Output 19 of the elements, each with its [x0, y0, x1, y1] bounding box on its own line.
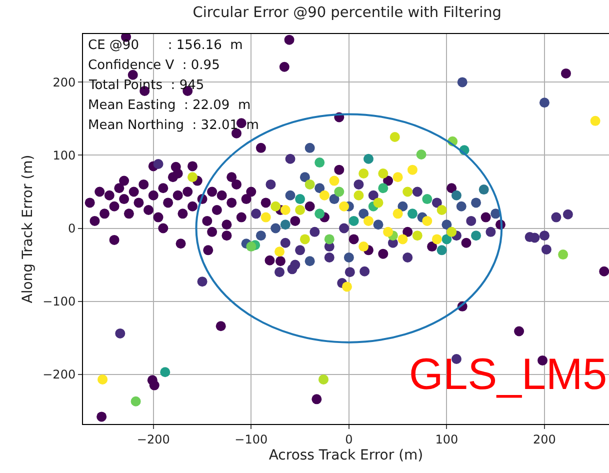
x-tick-label: −100	[234, 432, 268, 446]
y-tick-label: −200	[42, 368, 76, 382]
y-tick-label: 0	[68, 221, 76, 236]
annotation: Total Points : 945	[88, 78, 204, 93]
x-tick-label: 200	[533, 432, 556, 446]
x-tick-label: −200	[136, 432, 170, 446]
annotation: Mean Northing : 32.01 m	[88, 118, 259, 133]
annotation: Mean Easting : 22.09 m	[88, 98, 251, 113]
x-axis-title: Across Track Error (m)	[268, 448, 424, 464]
x-tick-label: 0	[345, 432, 353, 446]
y-tick-label: 200	[52, 75, 76, 90]
y-tick-label: 100	[52, 148, 76, 162]
annotation: CE @90 : 156.16 m	[88, 38, 243, 53]
y-axis-title: Along Track Error (m)	[20, 154, 36, 304]
x-tick-label: 100	[435, 432, 458, 446]
chart-title: Circular Error @90 percentile with Filtering	[192, 5, 502, 22]
y-tick-label: −100	[42, 294, 76, 308]
annotation: GLS_LM5	[409, 350, 608, 399]
annotation: Confidence V : 0.95	[88, 58, 220, 73]
